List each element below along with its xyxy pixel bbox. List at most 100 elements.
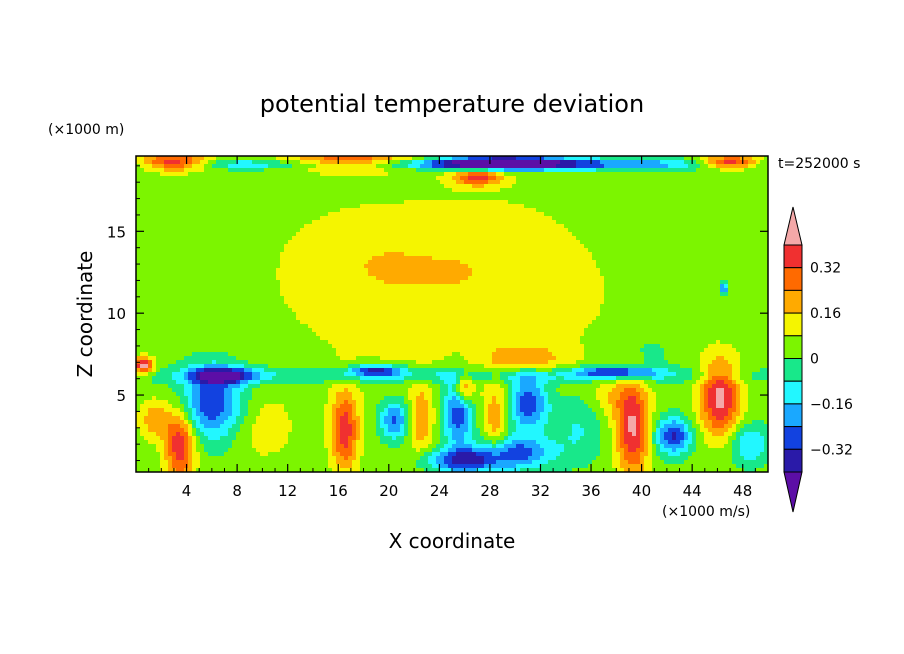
heatmap-cell <box>308 172 313 177</box>
heatmap-cell <box>416 184 421 189</box>
heatmap-cell <box>740 220 745 225</box>
heatmap-cell <box>716 156 721 161</box>
heatmap-cell <box>596 160 601 165</box>
heatmap-cell <box>344 224 349 229</box>
heatmap-cell <box>672 180 677 185</box>
heatmap-cell <box>432 228 437 233</box>
heatmap-cell <box>612 240 617 245</box>
heatmap-cell <box>376 188 381 193</box>
heatmap-cell <box>212 212 217 217</box>
heatmap-cell <box>480 264 485 269</box>
heatmap-cell <box>400 272 405 277</box>
heatmap-cell <box>176 256 181 261</box>
heatmap-cell <box>648 276 653 281</box>
heatmap-cell <box>672 208 677 213</box>
heatmap-cell <box>180 232 185 237</box>
heatmap-cell <box>252 228 257 233</box>
heatmap-cell <box>160 188 165 193</box>
heatmap-cell <box>692 236 697 241</box>
heatmap-cell <box>752 188 757 193</box>
heatmap-cell <box>584 228 589 233</box>
heatmap-cell <box>264 268 269 273</box>
heatmap-cell <box>292 236 297 241</box>
heatmap-cell <box>212 192 217 197</box>
heatmap-cell <box>392 160 397 165</box>
heatmap-cell <box>268 164 273 169</box>
heatmap-cell <box>572 200 577 205</box>
heatmap-cell <box>440 276 445 281</box>
heatmap-cell <box>284 212 289 217</box>
heatmap-cell <box>624 228 629 233</box>
heatmap-cell <box>352 208 357 213</box>
heatmap-cell <box>428 212 433 217</box>
heatmap-cell <box>616 192 621 197</box>
heatmap-cell <box>708 164 713 169</box>
heatmap-cell <box>764 264 769 269</box>
heatmap-cell <box>516 216 521 221</box>
heatmap-cell <box>744 244 749 249</box>
heatmap-cell <box>756 244 761 249</box>
heatmap-cell <box>232 240 237 245</box>
heatmap-cell <box>532 188 537 193</box>
heatmap-cell <box>252 260 257 265</box>
heatmap-cell <box>636 180 641 185</box>
heatmap-cell <box>328 276 333 281</box>
heatmap-cell <box>312 204 317 209</box>
heatmap-cell <box>716 260 721 265</box>
heatmap-cell <box>188 208 193 213</box>
heatmap-cell <box>404 172 409 177</box>
heatmap-cell <box>628 188 633 193</box>
heatmap-cell <box>632 160 637 165</box>
heatmap-cell <box>560 180 565 185</box>
heatmap-cell <box>192 248 197 253</box>
heatmap-cell <box>508 280 513 285</box>
heatmap-cell <box>432 260 437 265</box>
heatmap-cell <box>172 280 177 285</box>
heatmap-cell <box>204 268 209 273</box>
heatmap-cell <box>748 224 753 229</box>
heatmap-cell <box>496 168 501 173</box>
heatmap-cell <box>520 244 525 249</box>
heatmap-cell <box>584 264 589 269</box>
heatmap-cell <box>392 280 397 285</box>
heatmap-cell <box>676 188 681 193</box>
heatmap-cell <box>232 228 237 233</box>
heatmap-cell <box>452 172 457 177</box>
heatmap-cell <box>336 212 341 217</box>
heatmap-cell <box>428 180 433 185</box>
heatmap-cell <box>632 252 637 257</box>
heatmap-cell <box>176 264 181 269</box>
heatmap-cell <box>740 176 745 181</box>
heatmap-cell <box>368 268 373 273</box>
heatmap-cell <box>616 244 621 249</box>
heatmap-cell <box>452 264 457 269</box>
heatmap-cell <box>252 272 257 277</box>
heatmap-cell <box>392 208 397 213</box>
heatmap-cell <box>292 176 297 181</box>
heatmap-cell <box>220 272 225 277</box>
heatmap-cell <box>580 204 585 209</box>
heatmap-cell <box>352 196 357 201</box>
heatmap-cell <box>500 252 505 257</box>
heatmap-cell <box>244 180 249 185</box>
heatmap-cell <box>592 240 597 245</box>
heatmap-cell <box>440 156 445 161</box>
heatmap-cell <box>572 184 577 189</box>
heatmap-cell <box>324 280 329 285</box>
heatmap-cell <box>696 240 701 245</box>
heatmap-cell <box>608 172 613 177</box>
heatmap-cell <box>404 256 409 261</box>
heatmap-cell <box>636 244 641 249</box>
heatmap-cell <box>180 228 185 233</box>
heatmap-cell <box>420 172 425 177</box>
heatmap-cell <box>260 200 265 205</box>
heatmap-cell <box>312 192 317 197</box>
heatmap-cell <box>388 272 393 277</box>
heatmap-plot <box>135 155 769 473</box>
heatmap-cell <box>268 280 273 285</box>
heatmap-cell <box>572 188 577 193</box>
heatmap-cell <box>472 272 477 277</box>
heatmap-cell <box>352 200 357 205</box>
heatmap-cell <box>756 176 761 181</box>
heatmap-cell <box>420 176 425 181</box>
